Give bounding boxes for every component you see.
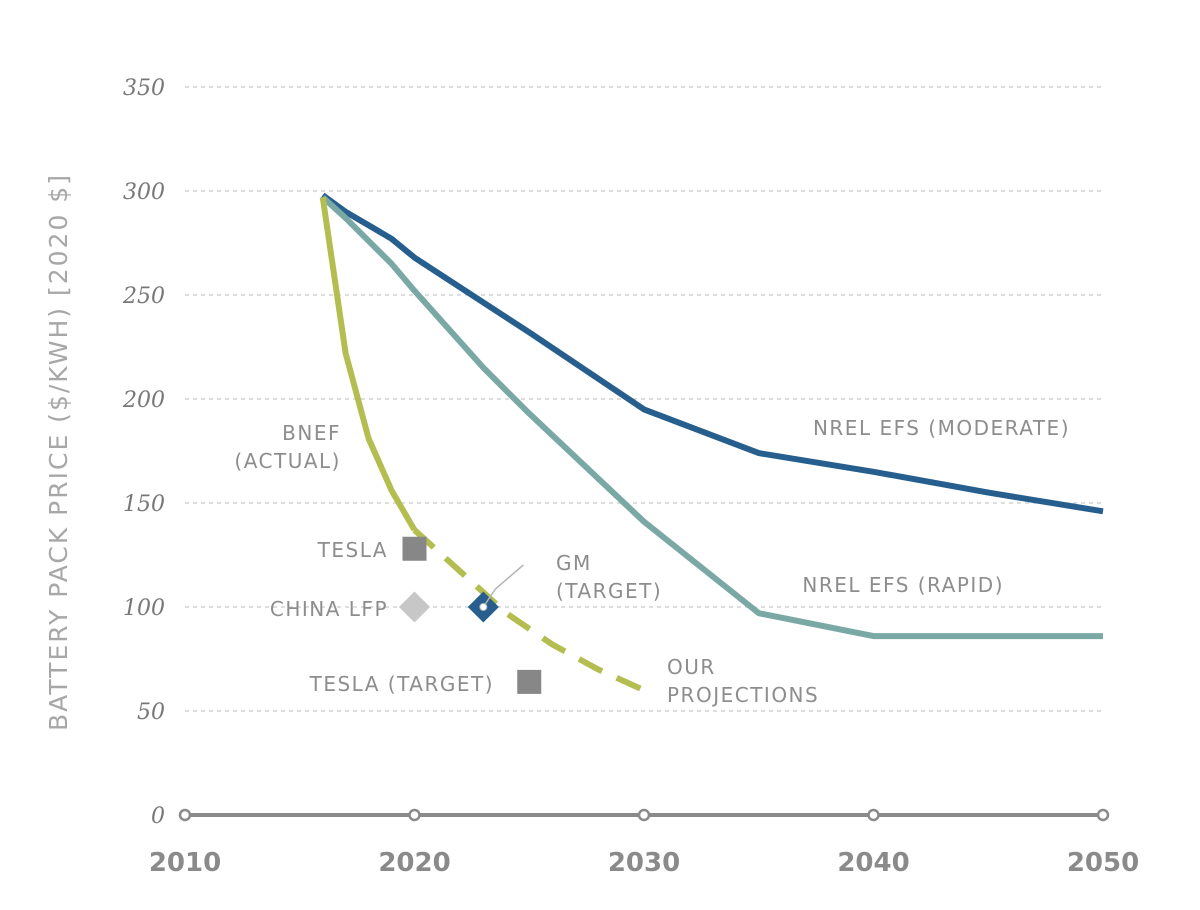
y-tick-labels: 0 50 100 150 200 250 300 350 <box>122 76 165 829</box>
y-tick-250: 250 <box>122 284 165 309</box>
label-bnef-line-1: BNEF <box>282 421 341 445</box>
x-axis <box>178 808 1110 822</box>
y-tick-0: 0 <box>151 804 165 829</box>
series-line-bnef <box>319 196 418 532</box>
series-line-projection <box>412 527 646 693</box>
series-line-moderate <box>320 192 1104 515</box>
marker-tesla_target <box>517 669 542 694</box>
y-axis-label: BATTERY PACK PRICE ($/KWH) [2020 $] <box>44 173 73 731</box>
label-bnef-line-2: (ACTUAL) <box>234 449 341 473</box>
label-our-projections-line-2: PROJECTIONS <box>667 683 819 707</box>
x-tick-mark-2020 <box>408 808 421 822</box>
x-tick-labels: 2010 2020 2030 2040 2050 <box>149 848 1139 878</box>
marker-china_lfp <box>398 591 431 623</box>
y-tick-50: 50 <box>137 700 165 725</box>
x-tick-2030: 2030 <box>608 848 680 878</box>
label-tesla: TESLA <box>317 538 388 562</box>
x-tick-2010: 2010 <box>149 848 221 878</box>
gm-leader-line <box>482 564 524 608</box>
label-gm-line-1: GM <box>556 551 592 575</box>
gm-leader-dot <box>479 603 488 611</box>
point-markers <box>398 536 542 694</box>
label-nrel-moderate: NREL EFS (MODERATE) <box>813 416 1070 440</box>
x-tick-2050: 2050 <box>1067 848 1139 878</box>
gridlines <box>185 86 1103 712</box>
y-tick-300: 300 <box>123 180 165 205</box>
x-tick-mark-2040 <box>867 808 880 822</box>
x-tick-mark-2030 <box>637 808 651 822</box>
y-tick-200: 200 <box>122 388 165 413</box>
x-tick-2020: 2020 <box>378 848 450 878</box>
x-tick-mark-2010 <box>178 808 192 822</box>
y-tick-150: 150 <box>123 492 165 517</box>
x-tick-2040: 2040 <box>837 848 909 878</box>
series-line-rapid <box>320 194 1103 640</box>
x-tick-mark-2050 <box>1096 808 1110 822</box>
marker-tesla <box>402 536 427 561</box>
y-tick-350: 350 <box>123 76 165 101</box>
label-gm-line-2: (TARGET) <box>556 579 662 603</box>
y-tick-100: 100 <box>123 596 165 621</box>
series-lines <box>319 192 1104 693</box>
label-tesla-target: TESLA (TARGET) <box>309 672 494 696</box>
label-china-lfp: CHINA LFP <box>270 597 388 621</box>
annotations: NREL EFS (MODERATE) NREL EFS (RAPID) BNEF (… <box>234 416 1070 707</box>
label-nrel-rapid: NREL EFS (RAPID) <box>802 573 1004 597</box>
label-our-projections-line-1: OUR <box>667 655 716 679</box>
